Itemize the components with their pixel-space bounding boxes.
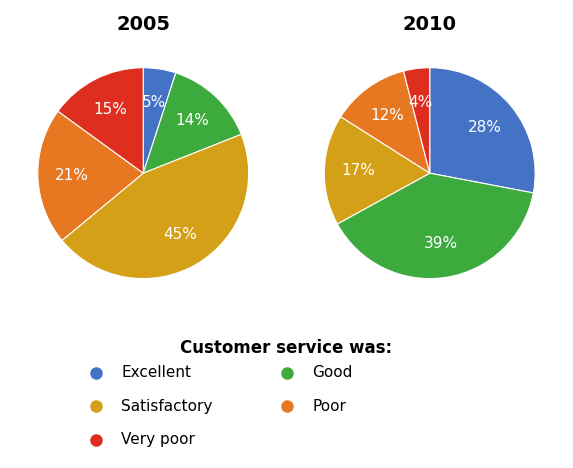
Wedge shape xyxy=(58,68,143,173)
Title: 2005: 2005 xyxy=(116,15,170,34)
Text: 15%: 15% xyxy=(94,102,128,117)
Text: 5%: 5% xyxy=(142,95,167,110)
Text: Excellent: Excellent xyxy=(121,365,191,380)
Wedge shape xyxy=(430,68,535,193)
Text: Customer service was:: Customer service was: xyxy=(180,339,393,357)
Text: Good: Good xyxy=(312,365,352,380)
Wedge shape xyxy=(143,73,241,173)
Text: 12%: 12% xyxy=(371,108,405,123)
Text: 4%: 4% xyxy=(409,95,433,110)
Text: Satisfactory: Satisfactory xyxy=(121,399,213,414)
Title: 2010: 2010 xyxy=(403,15,457,34)
Wedge shape xyxy=(337,173,533,278)
Text: Poor: Poor xyxy=(312,399,346,414)
Text: 14%: 14% xyxy=(175,113,209,128)
Text: 21%: 21% xyxy=(54,168,89,183)
Text: Very poor: Very poor xyxy=(121,432,195,447)
Wedge shape xyxy=(324,117,430,224)
Wedge shape xyxy=(62,134,249,278)
Wedge shape xyxy=(143,68,176,173)
Text: 39%: 39% xyxy=(424,236,458,251)
Wedge shape xyxy=(341,71,430,173)
Wedge shape xyxy=(38,111,143,241)
Wedge shape xyxy=(403,68,430,173)
Text: 17%: 17% xyxy=(341,163,375,178)
Text: 45%: 45% xyxy=(163,227,197,242)
Text: 28%: 28% xyxy=(468,120,502,135)
